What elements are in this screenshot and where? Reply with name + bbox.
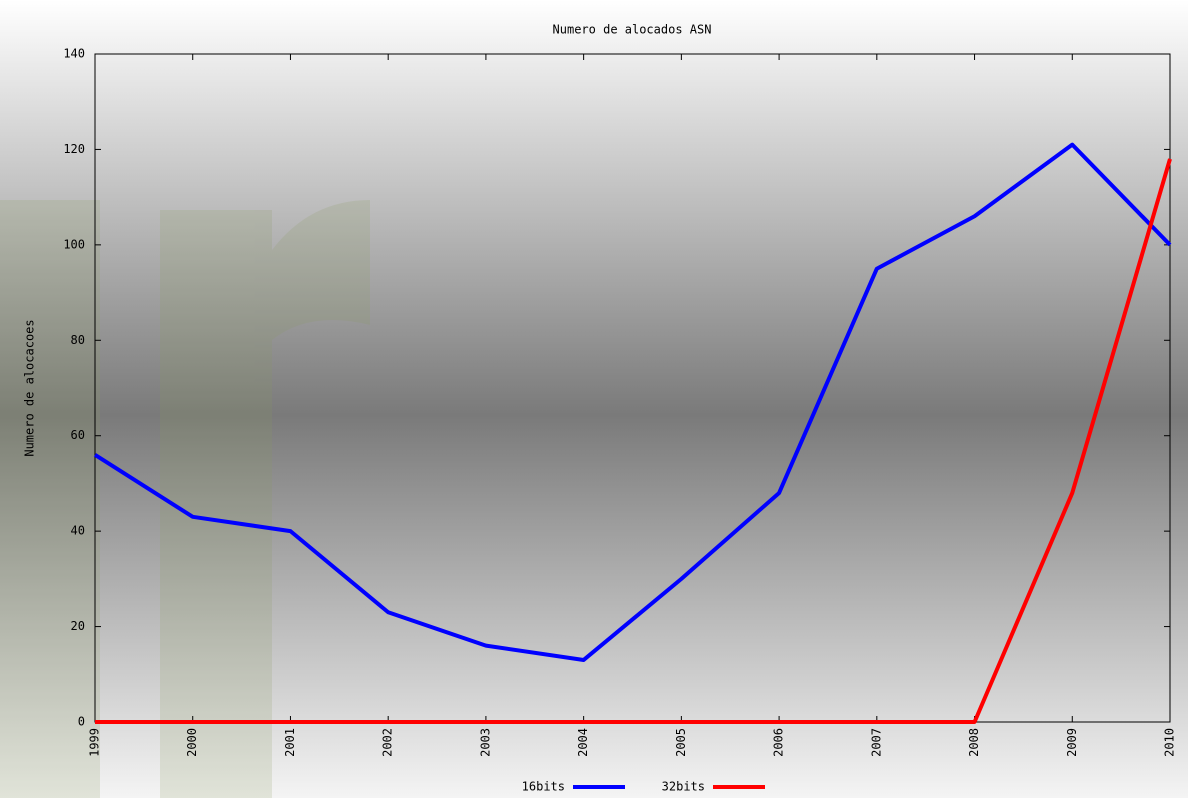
x-tick-label: 2006: [772, 728, 786, 757]
y-tick-label: 80: [71, 333, 85, 347]
data-line: [95, 158, 1172, 724]
x-tick-label: 2009: [1065, 728, 1079, 757]
x-tick-label: 2001: [283, 728, 297, 757]
y-tick-label: 0: [78, 715, 85, 729]
y-tick-label: 140: [63, 47, 85, 61]
x-tick-label: 2002: [381, 728, 395, 757]
chart-title: Numero de alocados ASN: [553, 23, 712, 37]
legend-label: 32bits: [662, 780, 705, 794]
y-tick-label: 60: [71, 428, 85, 442]
y-tick-label: 120: [63, 142, 85, 156]
x-tick-label: 2005: [674, 728, 688, 757]
watermark: [0, 200, 370, 798]
x-tick-label: 2010: [1163, 728, 1177, 757]
x-tick-label: 2004: [576, 728, 590, 757]
y-axis-label: Numero de alocacoes: [23, 319, 37, 456]
legend-label: 16bits: [522, 780, 565, 794]
y-tick-label: 100: [63, 237, 85, 251]
x-tick-label: 1999: [88, 728, 102, 757]
y-tick-label: 20: [71, 619, 85, 633]
y-tick-label: 40: [71, 524, 85, 538]
x-tick-label: 2007: [869, 728, 883, 757]
x-tick-label: 2008: [967, 728, 981, 757]
x-tick-label: 2000: [185, 728, 199, 757]
data-line: [93, 142, 1172, 662]
x-tick-label: 2003: [478, 728, 492, 757]
